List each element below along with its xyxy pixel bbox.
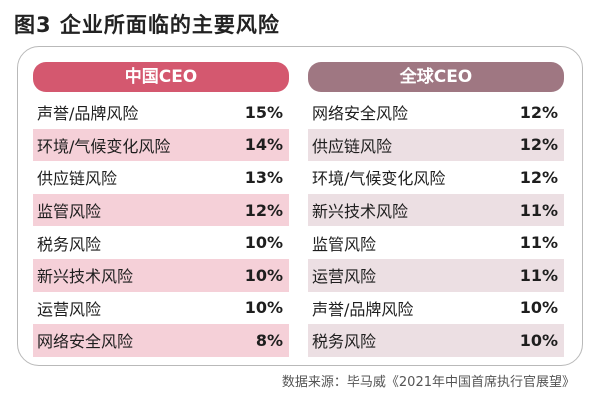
- risk-value: 10%: [519, 298, 558, 318]
- table-row: 税务风险 10%: [308, 324, 564, 357]
- table-row: 声誉/品牌风险 10%: [308, 292, 564, 325]
- risk-label: 监管风险: [37, 202, 102, 222]
- table-row: 新兴技术风险 10%: [33, 258, 289, 292]
- table-row: 运营风险 11%: [308, 258, 564, 292]
- risk-label: 供应链风险: [312, 136, 393, 156]
- risk-value: 15%: [244, 102, 283, 122]
- risk-label: 声誉/品牌风险: [312, 299, 414, 319]
- risk-label: 税务风险: [312, 332, 377, 352]
- table-row: 声誉/品牌风险 15%: [33, 96, 289, 129]
- risk-label: 网络安全风险: [37, 332, 134, 352]
- risk-value: 12%: [519, 167, 558, 187]
- risk-value: 11%: [519, 200, 558, 220]
- risk-value: 12%: [519, 135, 558, 155]
- table-row: 环境/气候变化风险 12%: [308, 161, 564, 194]
- risk-label: 网络安全风险: [312, 104, 409, 124]
- table-row: 网络安全风险 12%: [308, 96, 564, 129]
- global-ceo-rows: 网络安全风险 12% 供应链风险 12% 环境/气候变化风险 12% 新兴技术风险 11…: [308, 96, 564, 357]
- table-row: 监管风险 12%: [33, 193, 289, 227]
- data-source-note: 数据来源：毕马威《2021年中国首席执行官展望》: [281, 375, 575, 390]
- risk-value: 12%: [519, 102, 558, 122]
- table-row: 新兴技术风险 11%: [308, 193, 564, 227]
- risk-value: 12%: [244, 200, 283, 220]
- table-row: 网络安全风险 8%: [33, 324, 289, 357]
- risk-label: 运营风险: [37, 299, 102, 319]
- table-row: 监管风险 11%: [308, 226, 564, 259]
- figure-title: 图3 企业所面临的主要风险: [14, 13, 280, 37]
- risk-value: 10%: [244, 298, 283, 318]
- risk-value: 10%: [519, 330, 558, 350]
- risk-table-card: 中国CEO 声誉/品牌风险 15% 环境/气候变化风险 14% 供应链风险 13% 监…: [17, 46, 583, 366]
- risk-label: 税务风险: [37, 234, 102, 254]
- table-row: 税务风险 10%: [33, 226, 289, 259]
- risk-label: 环境/气候变化风险: [37, 136, 171, 156]
- risk-value: 14%: [244, 135, 283, 155]
- risk-value: 11%: [519, 233, 558, 253]
- risk-value: 13%: [244, 167, 283, 187]
- risk-label: 环境/气候变化风险: [312, 169, 446, 189]
- risk-value: 8%: [255, 330, 283, 350]
- global-ceo-header: 全球CEO: [308, 62, 564, 92]
- risk-label: 监管风险: [312, 234, 377, 254]
- table-row: 供应链风险 13%: [33, 161, 289, 194]
- global-ceo-column: 全球CEO 网络安全风险 12% 供应链风险 12% 环境/气候变化风险 12% 新兴…: [308, 62, 564, 357]
- risk-value: 11%: [519, 265, 558, 285]
- risk-label: 运营风险: [312, 267, 377, 287]
- table-row: 环境/气候变化风险 14%: [33, 128, 289, 162]
- table-row: 供应链风险 12%: [308, 128, 564, 162]
- risk-label: 声誉/品牌风险: [37, 104, 139, 124]
- risk-value: 10%: [244, 265, 283, 285]
- risk-label: 新兴技术风险: [37, 267, 134, 287]
- risk-label: 供应链风险: [37, 169, 118, 189]
- table-row: 运营风险 10%: [33, 292, 289, 325]
- risk-value: 10%: [244, 233, 283, 253]
- risk-label: 新兴技术风险: [312, 202, 409, 222]
- china-ceo-column: 中国CEO 声誉/品牌风险 15% 环境/气候变化风险 14% 供应链风险 13% 监…: [33, 62, 289, 357]
- china-ceo-rows: 声誉/品牌风险 15% 环境/气候变化风险 14% 供应链风险 13% 监管风险 12%…: [33, 96, 289, 357]
- china-ceo-header: 中国CEO: [33, 62, 289, 92]
